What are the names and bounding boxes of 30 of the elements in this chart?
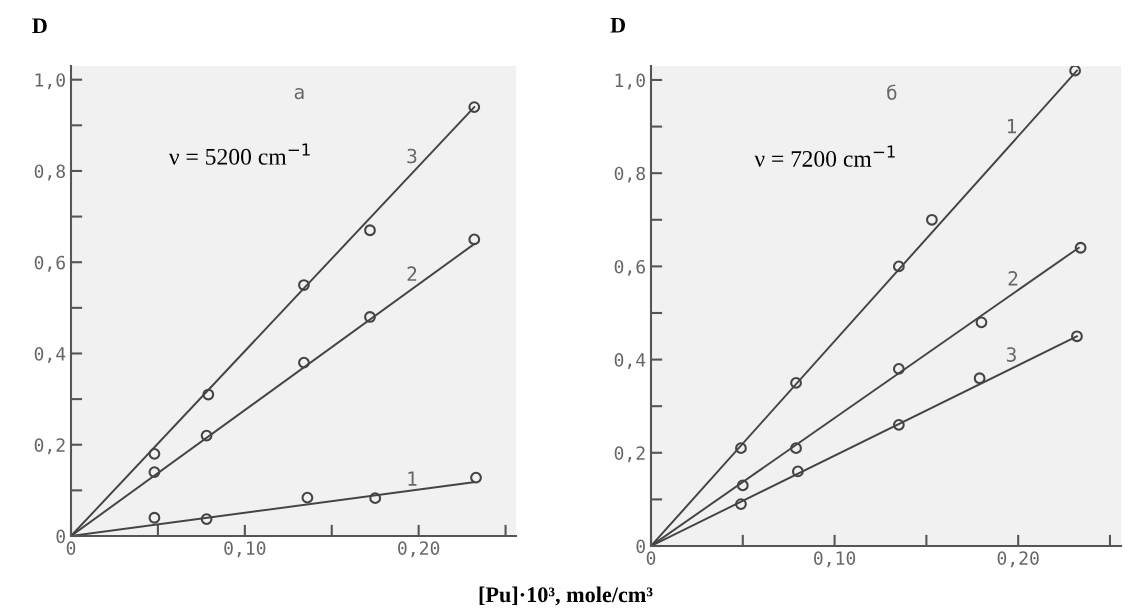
annotation: ν = 5200 cm$^{−1}$ [168,143,310,165]
y-tick-label: 0,8 [614,166,645,183]
y-tick-label: 0,6 [34,255,65,272]
y-axis-title: D [610,17,626,33]
x-tick-label: 0,20 [997,551,1039,568]
y-tick-label: 1,0 [35,73,65,90]
series-label: 1 [1007,118,1016,134]
annotation: a [294,88,304,100]
y-axis-title: D [32,18,47,34]
y-tick-label: 0,4 [34,346,66,363]
series-label: 2 [1008,271,1018,286]
x-tick-label: 0 [66,541,76,555]
x-tick-label: 0,10 [224,541,266,558]
y-tick-label: 0,2 [34,438,65,455]
x-tick-label: 0,20 [398,541,440,558]
y-tick-label: 0 [56,529,65,544]
x-tick-label: 0 [646,551,656,565]
y-tick-label: 0,6 [614,259,645,276]
series-label: 3 [1006,347,1016,362]
y-tick-label: 0,8 [34,164,65,181]
y-tick-label: 1,0 [615,73,645,90]
y-tick-label: 0,2 [614,446,645,463]
annotation: ν = 7200 cm$^{−1}$ [754,145,895,167]
series-label: 3 [407,148,417,164]
x-axis-title: [Pu]·10³, mole/cm³ [479,586,653,606]
series-label: 2 [407,266,417,281]
y-tick-label: 0,4 [614,353,646,370]
series-label: 1 [408,471,417,486]
annotation: б [887,84,897,100]
x-tick-label: 0,10 [814,551,856,568]
